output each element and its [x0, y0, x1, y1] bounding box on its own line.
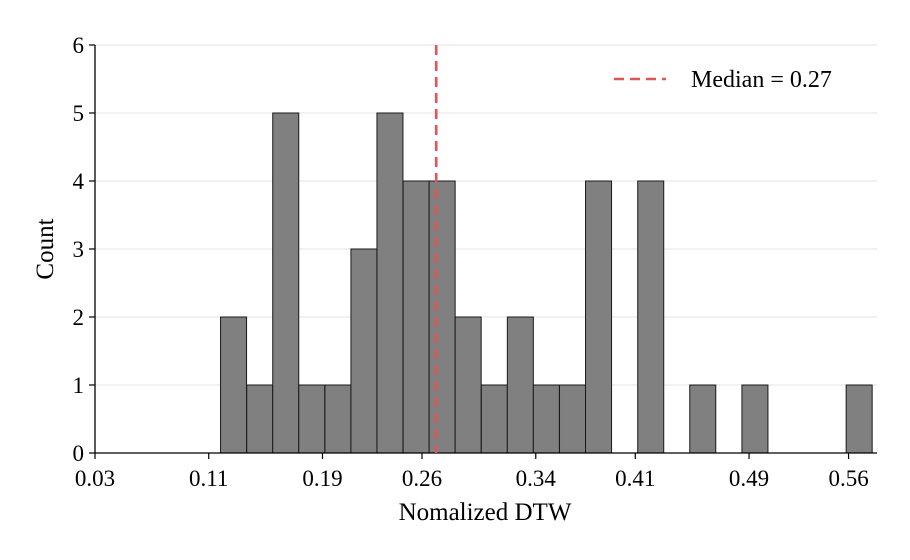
- histogram-bar-9: [454, 316, 482, 454]
- y-tick-label-3: 3: [73, 237, 85, 262]
- histogram-bar-2: [272, 112, 300, 454]
- x-tick-label-0.41: 0.41: [615, 466, 655, 491]
- axes: 0 1 2 3 4 5 6 0.03 0.11 0.19 0.26 0.34 0.41 0.49 0.56: [73, 33, 877, 491]
- histogram-bar-24: [845, 384, 873, 454]
- histogram-bar-11: [506, 316, 534, 454]
- x-tick-label-0.03: 0.03: [75, 466, 115, 491]
- histogram-bar-20: [741, 384, 769, 454]
- histogram-bar-7: [402, 180, 430, 454]
- histogram-bar-12: [532, 384, 560, 454]
- histogram-bar-16: [637, 180, 665, 454]
- x-tick-label-0.11: 0.11: [189, 466, 228, 491]
- x-tick-label-0.34: 0.34: [516, 466, 557, 491]
- histogram-bar-3: [298, 384, 326, 454]
- x-tick-label-0.19: 0.19: [302, 466, 342, 491]
- y-axis-title: Count: [32, 218, 59, 279]
- y-tick-label-4: 4: [73, 169, 85, 194]
- histogram-bar-10: [480, 384, 508, 454]
- y-tick-label-5: 5: [73, 101, 85, 126]
- histogram-bar-6: [376, 112, 404, 454]
- histogram-bars: [220, 112, 873, 454]
- legend: Median = 0.27: [614, 67, 832, 93]
- histogram-bar-18: [689, 384, 717, 454]
- y-tick-label-6: 6: [73, 33, 85, 58]
- histogram-bar-8: [428, 180, 456, 454]
- y-tick-label-2: 2: [73, 305, 85, 330]
- x-axis-title: Nomalized DTW: [399, 499, 572, 526]
- histogram-bar-4: [324, 384, 352, 454]
- histogram-bar-13: [559, 384, 587, 454]
- histogram-bar-5: [350, 248, 378, 454]
- histogram-bar-14: [585, 180, 613, 454]
- legend-median-label: Median = 0.27: [691, 67, 832, 93]
- x-tick-label-0.49: 0.49: [729, 466, 769, 491]
- x-tick-label-0.26: 0.26: [402, 466, 442, 491]
- grid-lines: [95, 44, 877, 386]
- histogram-bar-0: [220, 316, 248, 454]
- histogram-bar-1: [246, 384, 274, 454]
- y-tick-label-1: 1: [73, 373, 85, 398]
- x-tick-label-0.56: 0.56: [828, 466, 868, 491]
- y-tick-label-0: 0: [73, 441, 85, 466]
